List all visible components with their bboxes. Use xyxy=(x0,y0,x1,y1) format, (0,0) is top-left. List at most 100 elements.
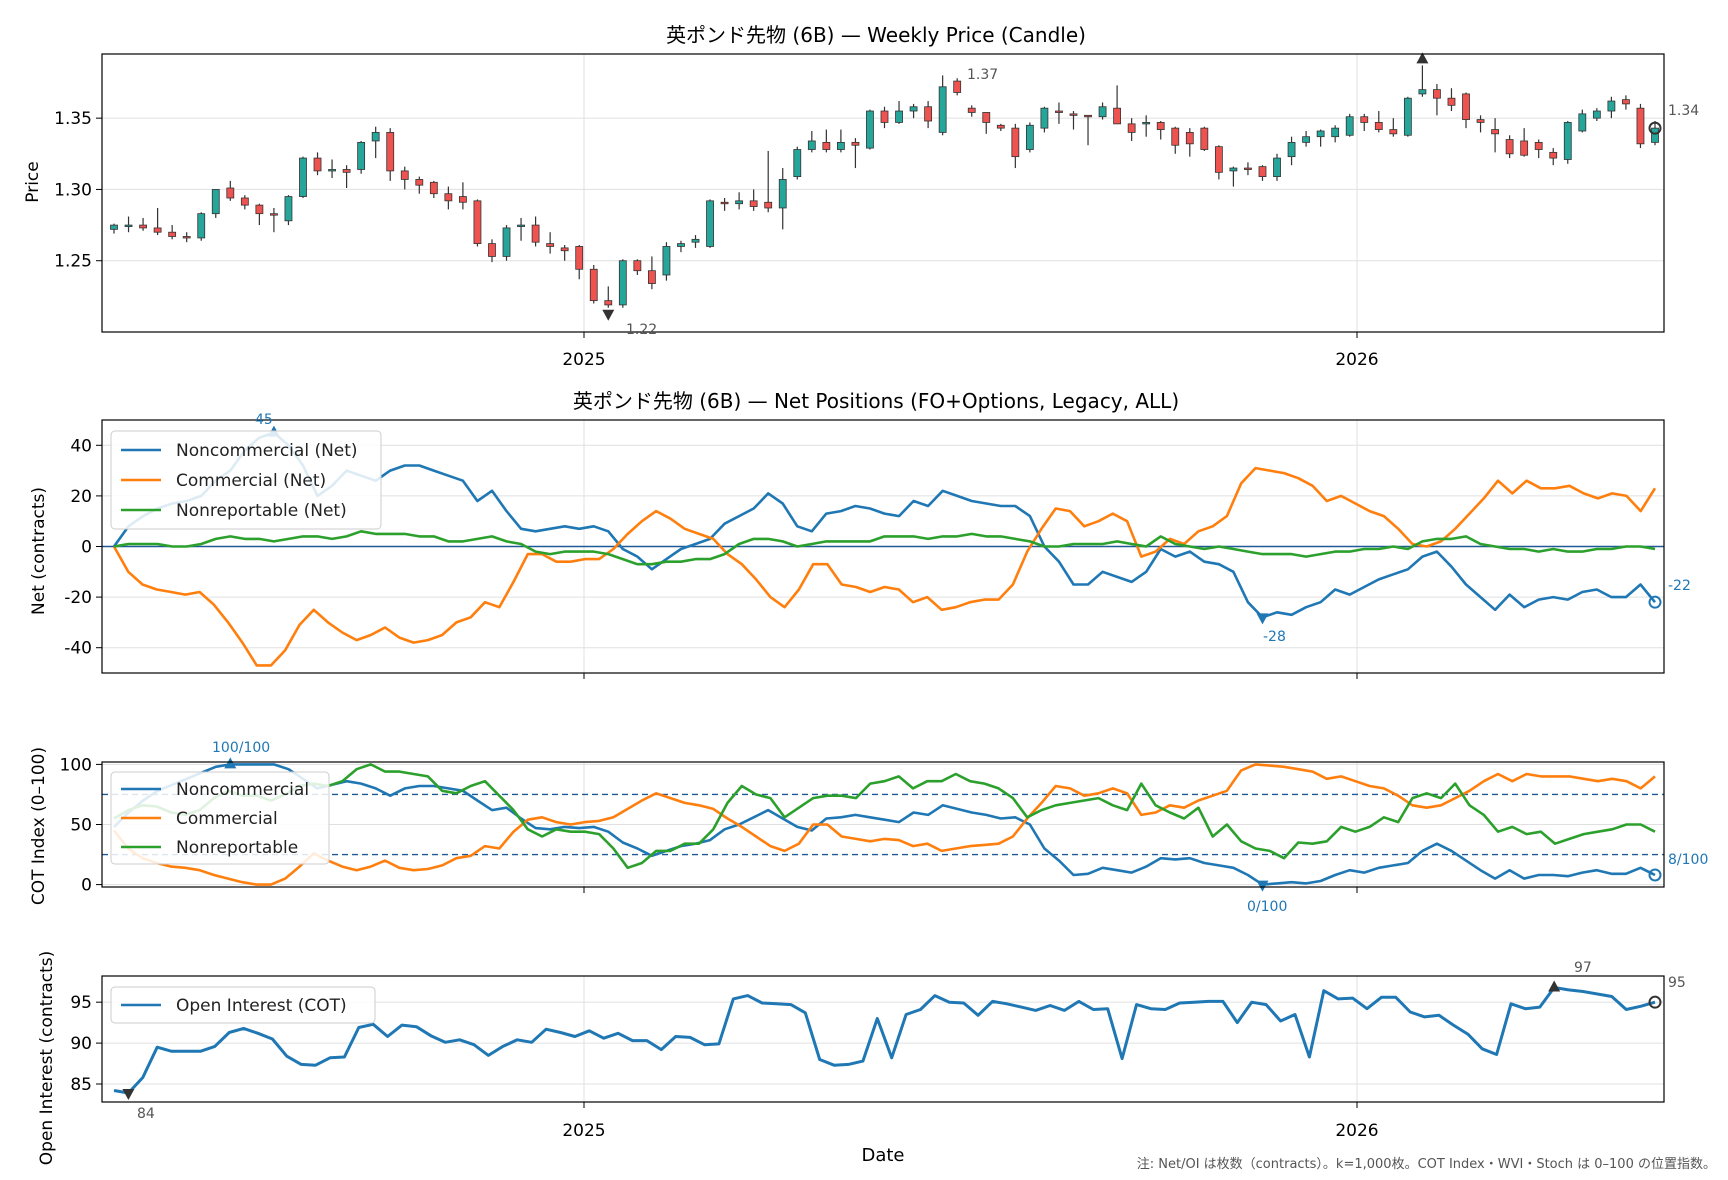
cot-ytick-label-1: 50 xyxy=(70,816,92,836)
net-ytick-label-0: -40 xyxy=(64,639,92,659)
price-chart-title: 英ポンド先物 (6B) — Weekly Price (Candle) xyxy=(666,23,1086,47)
net-legend-commercial: Commercial (Net) xyxy=(176,471,326,491)
price-high-marker xyxy=(1416,52,1429,64)
candle-body-106 xyxy=(1651,127,1659,143)
candle-body-97 xyxy=(1520,140,1529,156)
candle-body-49 xyxy=(822,141,831,150)
candle-body-26 xyxy=(488,243,496,257)
candle-body-18 xyxy=(371,132,380,142)
candle-body-57 xyxy=(938,86,947,133)
candle-body-94 xyxy=(1476,119,1485,123)
price-ytick-label-2: 1.35 xyxy=(54,109,92,129)
cot-last-label: 8/100 xyxy=(1668,852,1708,868)
candle-body-21 xyxy=(415,179,424,186)
oi-legend: Open Interest (COT) xyxy=(110,986,376,1024)
candle-body-65 xyxy=(1055,110,1063,113)
candle-body-20 xyxy=(400,170,409,180)
candle-body-11 xyxy=(270,213,278,216)
candle-body-23 xyxy=(444,193,453,202)
candle-body-74 xyxy=(1185,132,1194,145)
candle-body-64 xyxy=(1040,107,1049,129)
net-last-marker xyxy=(1648,595,1662,609)
candle-body-7 xyxy=(211,189,220,215)
price-last-label: 1.34 xyxy=(1668,103,1699,119)
cot-line-nonreportable xyxy=(113,763,1656,870)
candle-body-66 xyxy=(1069,113,1078,116)
cot-line-commercial xyxy=(112,763,1656,886)
candle-body-32 xyxy=(575,246,584,270)
candle-body-101 xyxy=(1578,113,1587,132)
candle-body-71 xyxy=(1142,122,1151,125)
candle-body-82 xyxy=(1302,136,1310,143)
candle-body-52 xyxy=(866,110,874,149)
cot-low-marker xyxy=(1256,880,1269,892)
cot-legend: Noncommercial Commercial Nonreportable xyxy=(110,771,330,865)
candle-body-14 xyxy=(313,157,322,172)
oi-line-open_interest xyxy=(113,986,1656,1095)
candle-body-91 xyxy=(1433,89,1441,99)
candle-body-89 xyxy=(1403,97,1412,136)
net-ylabel: Net (contracts) xyxy=(29,487,49,615)
candle-body-45 xyxy=(764,201,773,209)
candle-body-58 xyxy=(953,80,962,93)
candle-body-39 xyxy=(677,243,685,247)
candle-body-80 xyxy=(1273,157,1281,178)
candle-body-88 xyxy=(1389,129,1398,135)
candle-body-35 xyxy=(618,260,627,306)
candle-body-24 xyxy=(459,196,467,203)
price-frame xyxy=(101,53,1665,333)
cot-ytick-label-0: 0 xyxy=(81,876,92,896)
oi-last-marker xyxy=(1648,995,1662,1009)
oi-ytick-label-0: 85 xyxy=(70,1075,92,1095)
candle-body-50 xyxy=(836,141,845,150)
cot-low-label: 0/100 xyxy=(1247,899,1287,915)
candle-body-78 xyxy=(1244,167,1252,170)
candle-body-31 xyxy=(560,247,569,252)
candle-body-98 xyxy=(1534,141,1543,150)
price-xtick-2025: 2025 xyxy=(562,350,605,370)
net-last-label: -22 xyxy=(1668,578,1691,594)
candle-body-55 xyxy=(909,106,918,112)
cot-ylabel: COT Index (0–100) xyxy=(29,747,49,905)
net-high-label: 45 xyxy=(255,412,273,428)
net-ytick-label-3: 20 xyxy=(70,487,92,507)
candle-body-47 xyxy=(793,149,802,178)
candle-body-102 xyxy=(1592,110,1601,119)
candle-body-19 xyxy=(386,132,395,172)
candle-body-41 xyxy=(706,200,714,247)
candle-body-12 xyxy=(284,196,293,222)
candle-body-62 xyxy=(1011,127,1020,158)
net-low-label: -28 xyxy=(1263,629,1286,645)
candle-body-15 xyxy=(328,169,336,172)
candle-body-59 xyxy=(967,107,976,113)
oi-high-label: 97 xyxy=(1574,960,1592,976)
candle-body-68 xyxy=(1098,106,1107,118)
candle-body-38 xyxy=(662,246,671,276)
candle-body-22 xyxy=(429,181,438,195)
candle-body-90 xyxy=(1418,89,1427,95)
candle-body-81 xyxy=(1287,141,1296,158)
oi-low-label: 84 xyxy=(137,1106,155,1122)
oi-xlabel: Date xyxy=(861,1145,904,1166)
candle-body-53 xyxy=(880,110,889,123)
net-legend-noncommercial: Noncommercial (Net) xyxy=(176,441,358,461)
candle-body-1 xyxy=(124,224,133,227)
candle-body-104 xyxy=(1622,99,1630,105)
candle-body-25 xyxy=(473,200,482,245)
candle-body-73 xyxy=(1171,127,1180,146)
oi-last-label: 95 xyxy=(1668,975,1686,991)
cot-legend-noncommercial: Noncommercial xyxy=(176,780,309,800)
cot-high-label: 100/100 xyxy=(212,740,270,756)
candle-body-77 xyxy=(1229,167,1238,172)
price-high-label: 1.37 xyxy=(967,67,998,83)
net-line-commercial xyxy=(112,466,1657,667)
candle-body-70 xyxy=(1127,123,1136,133)
candle-body-33 xyxy=(589,268,598,302)
cot-ytick-label-2: 100 xyxy=(60,755,92,775)
oi-ylabel: Open Interest (contracts) xyxy=(37,951,57,1165)
candle-body-6 xyxy=(197,213,206,239)
price-low-label: 1.22 xyxy=(626,322,657,338)
candle-body-76 xyxy=(1214,146,1223,173)
candle-body-69 xyxy=(1113,107,1122,125)
